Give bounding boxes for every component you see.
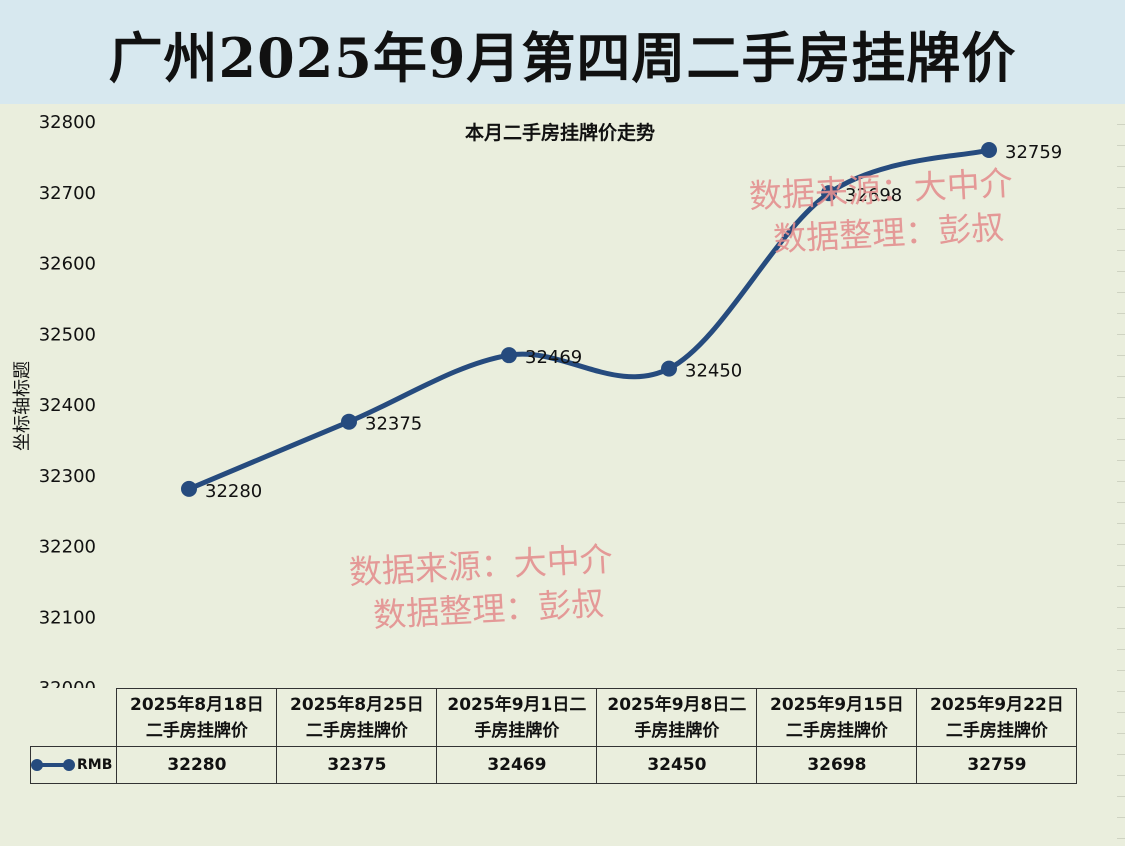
legend-key: RMB <box>29 746 118 784</box>
y-tick-label: 32400 <box>39 395 96 416</box>
line-chart: 本月二手房挂牌价走势 坐标轴标题 32000321003220032300324… <box>12 112 1062 699</box>
y-tick-label: 32500 <box>39 324 96 345</box>
data-table-header: 2025年9月1日二 手房挂牌价 <box>436 688 598 747</box>
y-tick-label: 32300 <box>39 466 96 487</box>
sheet-gridlines <box>1117 104 1125 846</box>
data-label: 32375 <box>365 414 422 435</box>
watermark-top: 数据来源：大中介 数据整理：彭叔 <box>748 161 1016 263</box>
data-table: 2025年8月18日 二手房挂牌价 2025年8月25日 二手房挂牌价 2025年9… <box>29 688 1078 784</box>
series-line <box>186 147 992 492</box>
y-tick-label: 32600 <box>39 254 96 275</box>
data-table-cell: 32280 <box>116 746 278 784</box>
y-tick-label: 32700 <box>39 183 96 204</box>
y-axis: 3200032100322003230032400325003260032700… <box>39 112 96 699</box>
data-label: 32698 <box>845 185 902 206</box>
watermark-bottom: 数据来源：大中介 数据整理：彭叔 <box>348 537 616 639</box>
y-tick-label: 32800 <box>39 112 96 133</box>
data-label: 32280 <box>205 481 262 502</box>
y-tick-label: 32200 <box>39 537 96 558</box>
banner: 广州2025年9月第四周二手房挂牌价 <box>0 0 1125 104</box>
data-point <box>501 347 517 364</box>
data-label: 32469 <box>525 347 582 368</box>
data-point <box>661 360 677 377</box>
legend-series-name: RMB <box>77 757 113 773</box>
data-table-header: 2025年9月15日 二手房挂牌价 <box>756 688 918 747</box>
y-axis-title: 坐标轴标题 <box>12 361 33 451</box>
page-title: 广州2025年9月第四周二手房挂牌价 <box>108 26 1017 90</box>
data-table-corner <box>30 688 118 747</box>
data-point <box>341 413 357 430</box>
data-labels: 32280 32375 32469 32450 32698 32759 <box>205 142 1062 502</box>
data-label: 32759 <box>1005 142 1062 163</box>
data-table-cell: 32375 <box>276 746 438 784</box>
data-table-header: 2025年9月22日 二手房挂牌价 <box>916 688 1078 747</box>
series-rmb <box>186 147 992 492</box>
chart-title: 本月二手房挂牌价走势 <box>465 121 655 144</box>
data-point <box>981 142 997 159</box>
data-table-cell: 32469 <box>436 746 598 784</box>
data-point <box>821 185 837 202</box>
data-table-cell: 32450 <box>596 746 758 784</box>
legend-marker-icon <box>31 759 75 771</box>
data-point <box>181 480 197 497</box>
data-table-header: 2025年9月8日二 手房挂牌价 <box>596 688 758 747</box>
data-table-cell: 32759 <box>916 746 1078 784</box>
data-table-cell: 32698 <box>756 746 918 784</box>
data-label: 32450 <box>685 361 742 382</box>
y-tick-label: 32100 <box>39 607 96 628</box>
data-table-header: 2025年8月18日 二手房挂牌价 <box>116 688 278 747</box>
data-table-header: 2025年8月25日 二手房挂牌价 <box>276 688 438 747</box>
data-points <box>181 142 997 497</box>
data-table-values-row: RMB 32280 32375 32469 32450 32698 32759 <box>29 746 1078 784</box>
data-table-header-row: 2025年8月18日 二手房挂牌价 2025年8月25日 二手房挂牌价 2025年9… <box>30 688 1078 747</box>
